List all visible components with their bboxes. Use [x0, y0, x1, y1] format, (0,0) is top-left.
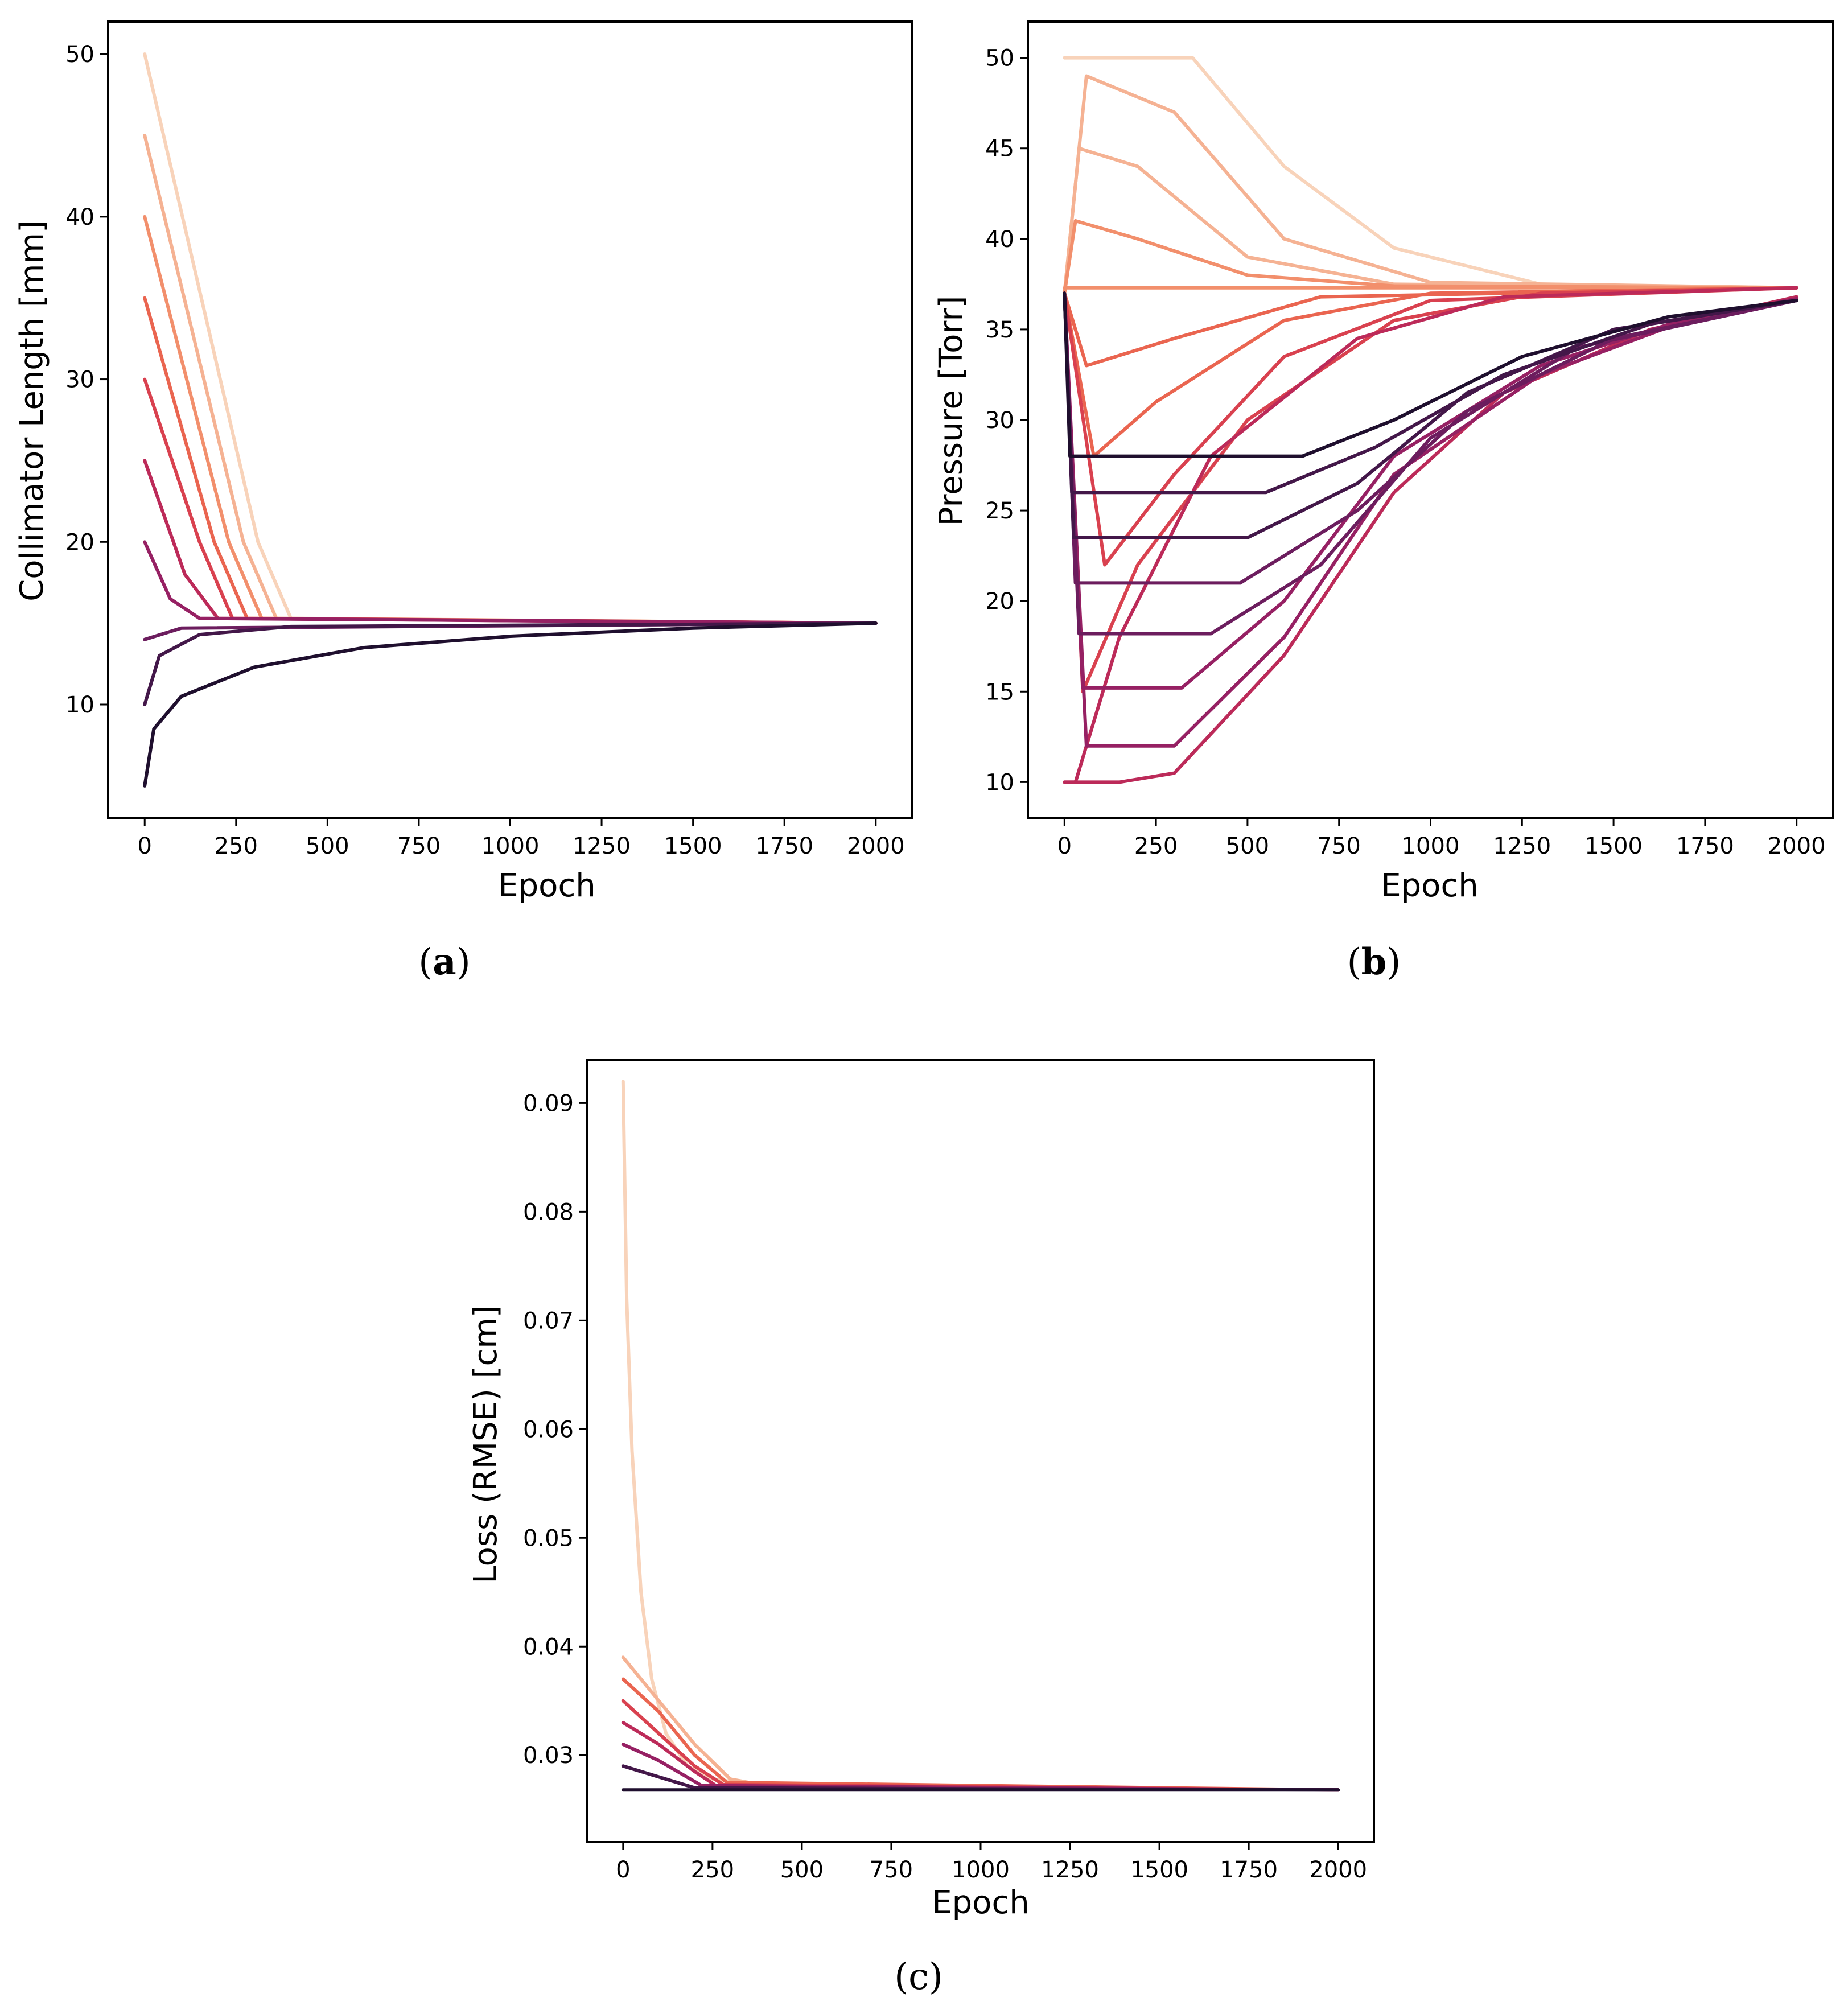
panel-b-series-line [1063, 74, 1798, 295]
panel-c-y-axis-label: Loss (RMSE) [cm] [467, 1305, 504, 1583]
panel-b-series-line [1063, 146, 1798, 295]
panel-a-collimator-length-plot: Epoch Collimator Length [mm] (a) 0 250 500… [14, 20, 913, 983]
panel-b-y-tick-label: 30 [985, 407, 1014, 434]
panel-a-series-line [143, 52, 878, 625]
panel-a-series-line [143, 215, 878, 625]
panel-c-series-line [621, 1677, 1340, 1792]
panel-c-y-tick-label: 0.08 [523, 1199, 574, 1225]
panel-a-y-tick-label: 30 [65, 367, 94, 393]
panel-c-x-tick-label: 250 [691, 1857, 734, 1883]
panel-c-x-tick-label: 0 [616, 1857, 630, 1883]
panel-b-x-tick-label: 0 [1057, 833, 1072, 859]
panel-b-series-line [1063, 286, 1798, 458]
panel-c-x-tick-label: 500 [780, 1857, 824, 1883]
panel-c-x-tick-label: 750 [870, 1857, 913, 1883]
panel-c-y-tick-label: 0.03 [523, 1743, 574, 1769]
panel-a-y-axis-label: Collimator Length [mm] [14, 220, 51, 602]
panel-a-series-line [143, 621, 878, 706]
panel-a-x-tick-label: 250 [215, 833, 258, 859]
panel-b-series-line [1063, 291, 1798, 690]
panel-c-x-tick-label: 1750 [1220, 1857, 1278, 1883]
panel-c-y-tick-label: 0.06 [523, 1416, 574, 1443]
panel-c-y-tick-label: 0.09 [523, 1090, 574, 1117]
panel-b-series-line [1063, 295, 1798, 784]
panel-b-series-line [1063, 286, 1798, 567]
panel-c-x-tick-label: 1500 [1130, 1857, 1188, 1883]
panel-b-y-tick-label: 50 [985, 46, 1014, 72]
panel-c-series-line [621, 1080, 1340, 1792]
panel-c-y-tick-label: 0.05 [523, 1525, 574, 1551]
panel-a-x-tick-label: 1250 [573, 833, 631, 859]
panel-b-series-group [1063, 56, 1798, 784]
panel-a-y-tick-label: 50 [65, 42, 94, 68]
panel-a-x-tick-label: 1750 [755, 833, 813, 859]
panel-a-x-tick-label: 1000 [481, 833, 540, 859]
panel-b-pressure-plot: Epoch Pressure [Torr] (b) 0 250 500 750 1000… [933, 20, 1834, 983]
panel-b-y-axis-label: Pressure [Torr] [933, 296, 970, 526]
panel-a-series-line [143, 377, 878, 625]
panel-c-loss-plot: Epoch Loss (RMSE) [cm] (c) 0 250 500 750 100… [467, 1059, 1375, 1998]
panel-b-y-tick-label: 45 [985, 136, 1014, 162]
panel-b-x-tick-label: 1250 [1493, 833, 1551, 859]
panel-b-series-line [1063, 286, 1798, 694]
panel-a-x-tick-label: 2000 [847, 833, 905, 859]
panel-a-x-tick-label: 750 [397, 833, 441, 859]
panel-b-x-tick-label: 2000 [1768, 833, 1826, 859]
panel-c-plot-frame [586, 1059, 1375, 1843]
panel-c-x-tick-label: 2000 [1309, 1857, 1367, 1883]
panel-c-y-tick-label: 0.04 [523, 1634, 574, 1660]
panel-a-caption: (a) [418, 941, 470, 983]
panel-b-x-tick-label: 250 [1134, 833, 1178, 859]
panel-b-series-line [1063, 291, 1798, 748]
panel-b-x-axis-label: Epoch [1381, 867, 1478, 904]
panel-c-x-tick-label: 1250 [1041, 1857, 1099, 1883]
panel-c-series-line [621, 1699, 1340, 1792]
panel-c-series-group [621, 1080, 1340, 1792]
panel-a-x-tick-label: 1500 [664, 833, 722, 859]
panel-a-y-tick-label: 20 [65, 529, 94, 555]
panel-c-y-tick-label: 0.07 [523, 1308, 574, 1334]
panel-b-y-tick-label: 35 [985, 317, 1014, 343]
panel-b-y-tick-label: 15 [985, 679, 1014, 705]
panel-c-caption: (c) [894, 1956, 943, 1998]
panel-b-caption: (b) [1347, 941, 1401, 983]
panel-c-x-axis-label: Epoch [932, 1884, 1029, 1921]
panel-b-x-tick-label: 750 [1318, 833, 1361, 859]
panel-b-plot-frame [1027, 20, 1834, 819]
panel-b-x-tick-label: 1500 [1584, 833, 1643, 859]
panel-b-series-line [1063, 291, 1798, 458]
panel-b-y-tick-label: 25 [985, 498, 1014, 524]
panel-b-y-tick-label: 40 [985, 226, 1014, 253]
panel-a-x-axis-label: Epoch [498, 867, 595, 904]
panel-a-series-line [143, 296, 878, 625]
panel-a-series-line [143, 540, 878, 625]
panel-a-x-tick-label: 0 [138, 833, 152, 859]
panel-b-series-line [1063, 291, 1798, 539]
panel-a-series-line [143, 621, 878, 788]
panel-b-series-line [1063, 56, 1798, 290]
panel-c-series-line [621, 1655, 1340, 1792]
panel-b-x-tick-label: 1000 [1402, 833, 1460, 859]
panel-b-y-tick-label: 10 [985, 769, 1014, 796]
panel-b-series-line [1063, 291, 1798, 495]
panel-b-x-tick-label: 1750 [1676, 833, 1734, 859]
panel-a-series-line [143, 134, 878, 625]
panel-a-y-tick-label: 10 [65, 692, 94, 718]
panel-b-series-line [1063, 291, 1798, 636]
panel-b-y-tick-label: 20 [985, 588, 1014, 615]
panel-a-series-group [143, 52, 878, 788]
panel-a-y-tick-label: 40 [65, 204, 94, 230]
panel-b-series-line [1063, 286, 1798, 784]
panel-a-x-tick-label: 500 [306, 833, 349, 859]
panel-b-x-tick-label: 500 [1226, 833, 1269, 859]
panel-c-x-tick-label: 1000 [952, 1857, 1010, 1883]
